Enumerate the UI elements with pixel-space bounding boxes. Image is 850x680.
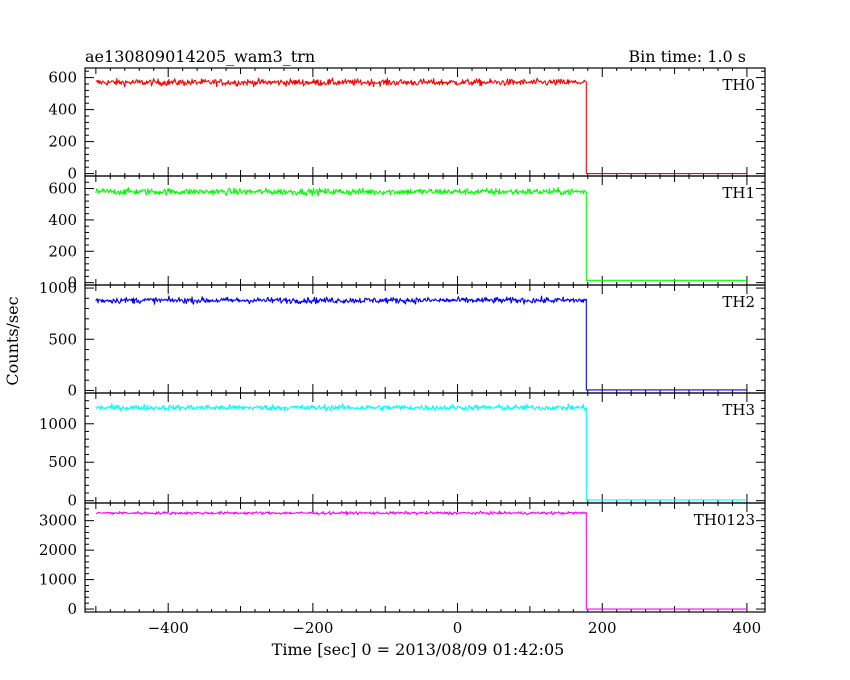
x-tick-label: 200: [588, 619, 617, 637]
series-label-th0: TH0: [722, 76, 755, 94]
panel-th0: 0 200 400 600 TH0: [48, 67, 766, 183]
panel-frame: [84, 392, 766, 504]
panel-th1: 0 200 400 600 TH1: [48, 175, 766, 292]
y-tick-label: 0: [67, 274, 77, 292]
y-tick-label: 500: [48, 330, 77, 348]
series-line-th0: [95, 77, 747, 175]
x-tick-label: −400: [148, 619, 189, 637]
y-tick-label: 400: [48, 101, 77, 119]
y-tick-label: 3000: [39, 512, 77, 530]
y-axis-label: Counts/sec: [3, 296, 22, 385]
y-tick-label: 400: [48, 211, 77, 229]
x-axis-label: Time [sec] 0 = 2013/08/09 01:42:05: [272, 640, 565, 659]
panel-frame: [84, 175, 766, 286]
y-tick-label: 0: [67, 165, 77, 183]
panel-th2: 0 500 1000 TH2: [39, 279, 766, 399]
y-tick-label: 600: [48, 69, 77, 87]
series-line-th1: [95, 186, 747, 281]
series-label-th3: TH3: [722, 401, 755, 419]
panel-th3: 0 500 1000 TH3: [39, 392, 766, 510]
series-line-th0123: [95, 510, 747, 610]
y-tick-label: 2000: [39, 541, 77, 559]
series-line-th3: [95, 403, 747, 501]
x-tick-label: −200: [292, 619, 333, 637]
chart-title: ae130809014205_wam3_trn: [85, 47, 315, 66]
series-label-th2: TH2: [722, 293, 755, 311]
y-tick-label: 500: [48, 453, 77, 471]
x-tick-label: 400: [733, 619, 762, 637]
bin-time-label: Bin time: 1.0 s: [628, 47, 746, 66]
x-axis: −400 −200 0 200 400: [148, 619, 762, 637]
y-tick-label: 0: [67, 381, 77, 399]
y-tick-label: 200: [48, 133, 77, 151]
series-line-th2: [95, 295, 747, 391]
panel-th0123: 0 1000 2000 3000 TH0123: [39, 502, 766, 618]
panel-frame: [84, 502, 766, 613]
y-tick-label: 0: [67, 600, 77, 618]
y-tick-label: 0: [67, 492, 77, 510]
y-tick-label: 600: [48, 180, 77, 198]
y-tick-label: 1000: [39, 279, 77, 297]
x-tick-label: 0: [453, 619, 463, 637]
panels: 0 200 400 600 TH0 0 200 400 600 TH1 0 500 1000 TH2 0 50…: [39, 67, 766, 618]
y-tick-label: 200: [48, 242, 77, 260]
series-label-th1: TH1: [722, 184, 755, 202]
y-tick-label: 1000: [39, 571, 77, 589]
series-label-th0123: TH0123: [694, 511, 755, 529]
y-tick-label: 1000: [39, 415, 77, 433]
